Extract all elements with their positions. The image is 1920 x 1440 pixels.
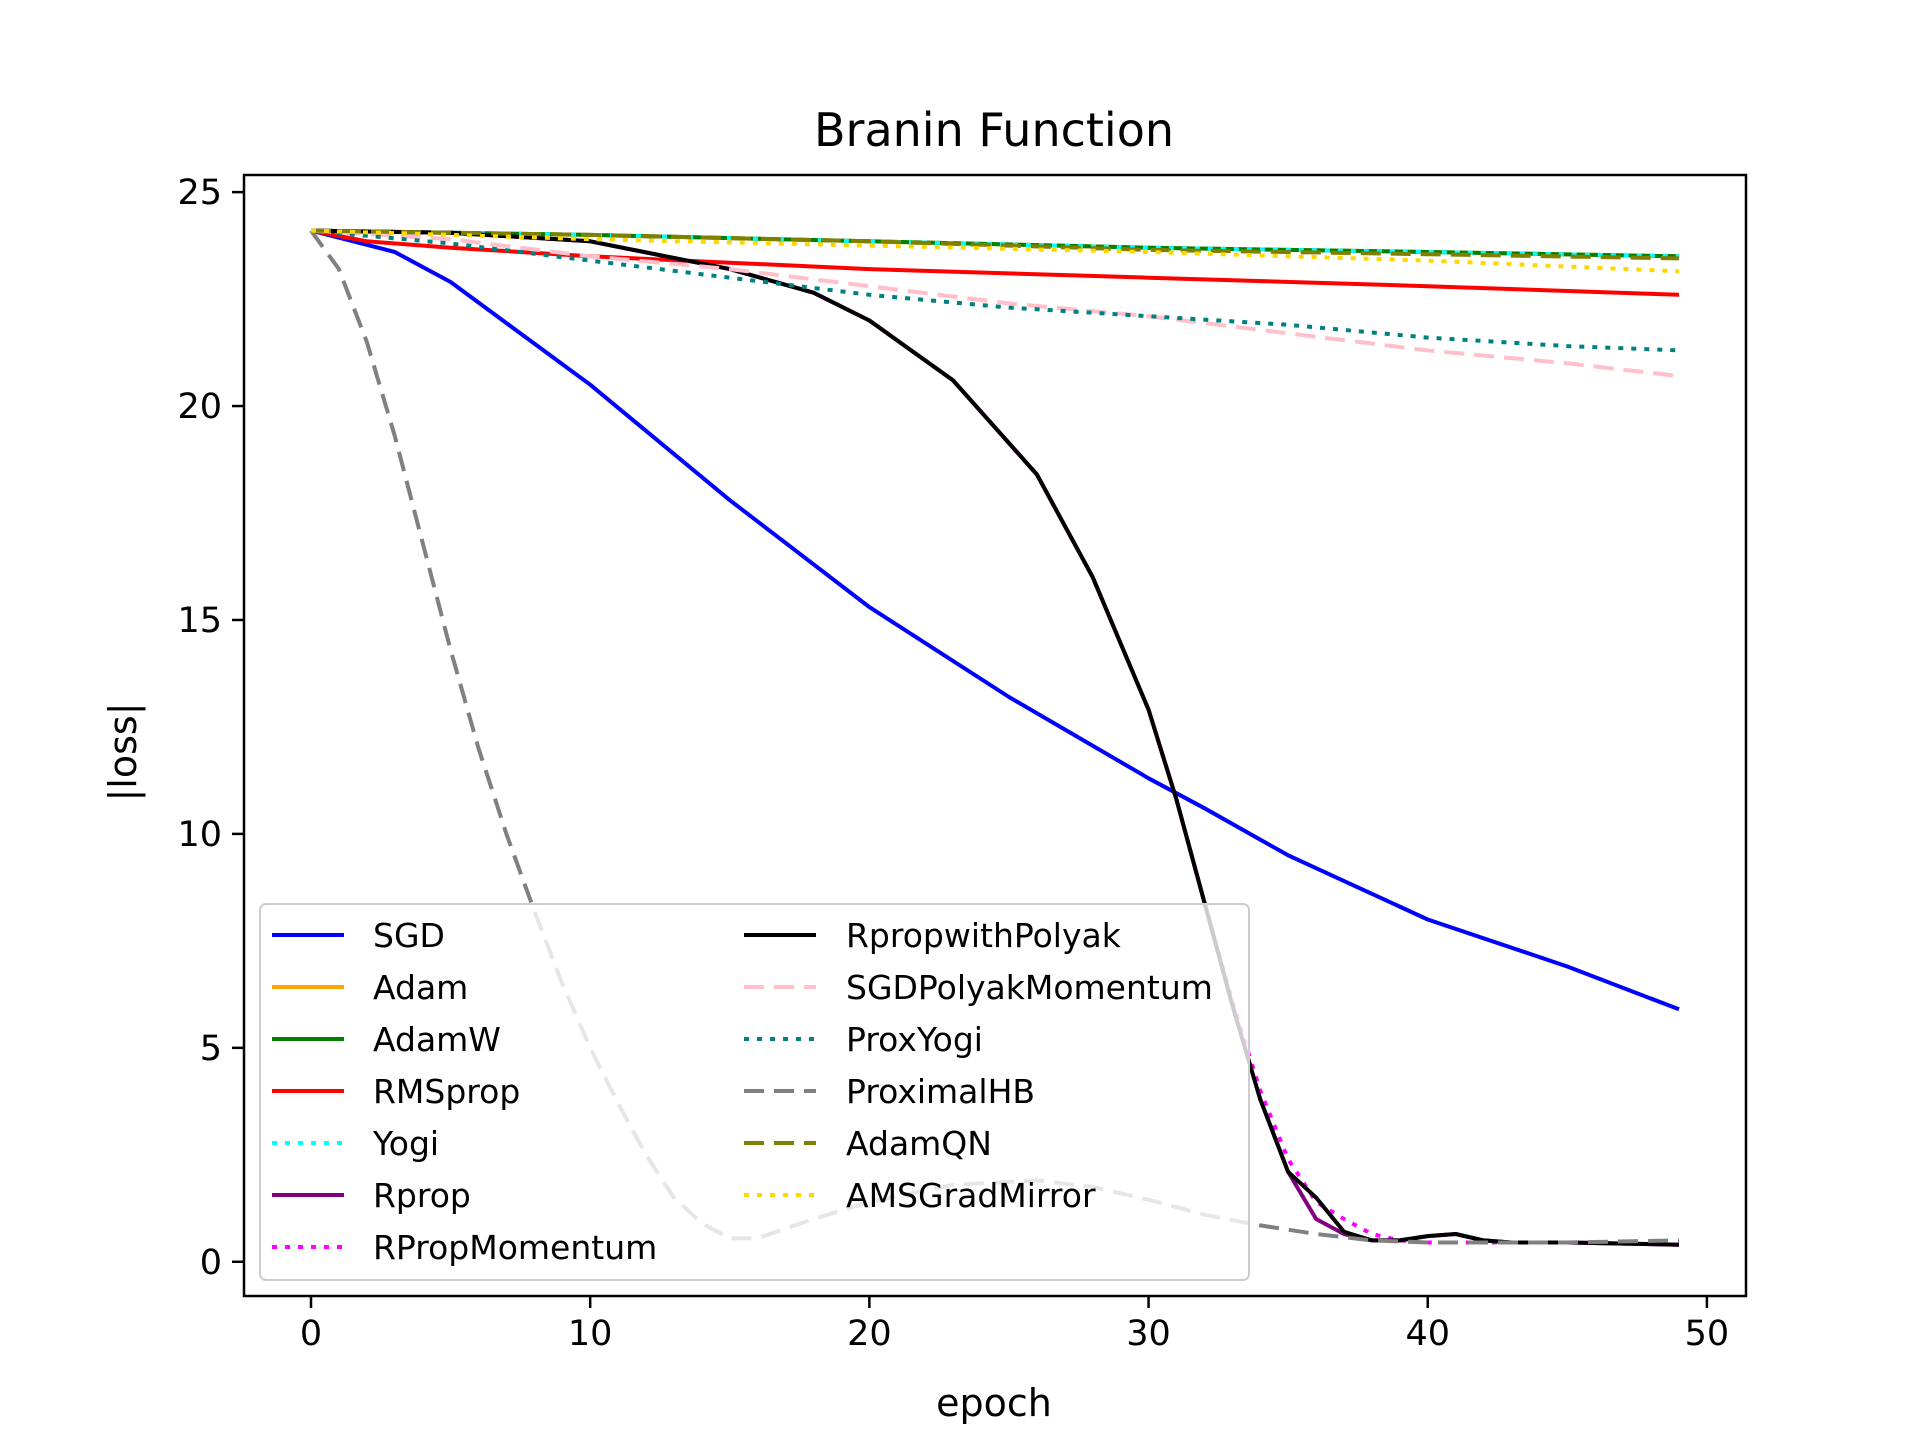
y-tick-label: 20	[177, 387, 222, 427]
series-line-yogi	[310, 228, 1680, 259]
series-line-adamqn	[310, 228, 1680, 261]
legend-label: ProximalHB	[846, 1072, 1035, 1111]
legend-label: RpropwithPolyak	[846, 916, 1122, 955]
legend-label: Rprop	[373, 1176, 471, 1215]
y-tick-label: 25	[177, 173, 222, 213]
legend-label: Adam	[373, 968, 468, 1007]
x-tick-label: 20	[847, 1314, 892, 1354]
series-line-rmsprop	[310, 228, 1680, 297]
y-tick-label: 15	[177, 601, 222, 641]
y-tick-label: 5	[200, 1029, 222, 1069]
series-line-amsgradmirror	[310, 228, 1680, 274]
x-tick-label: 0	[300, 1314, 322, 1354]
series-line-proxyogi	[310, 228, 1680, 353]
legend-label: AdamW	[373, 1020, 501, 1059]
legend-label: ProxYogi	[846, 1020, 983, 1059]
y-axis-label: |loss|	[101, 702, 146, 801]
y-axis: 0 5 10 15 20 25	[177, 173, 244, 1283]
x-axis: 0 10 20 30 40 50	[300, 1296, 1729, 1354]
x-axis-label: epoch	[936, 1381, 1052, 1425]
x-tick-label: 30	[1126, 1314, 1171, 1354]
series-line-sgdpolyakmomentum	[310, 228, 1680, 379]
legend-label: Yogi	[372, 1124, 439, 1163]
x-tick-label: 50	[1685, 1314, 1730, 1354]
y-tick-label: 0	[200, 1243, 222, 1283]
legend-label: AdamQN	[846, 1124, 992, 1163]
y-tick-label: 10	[177, 815, 222, 855]
plot-lines	[309, 228, 1680, 1247]
x-tick-label: 10	[568, 1314, 613, 1354]
chart-title: Branin Function	[814, 103, 1174, 157]
legend-label: SGDPolyakMomentum	[846, 968, 1213, 1007]
legend-label: SGD	[373, 916, 445, 955]
x-tick-label: 40	[1405, 1314, 1450, 1354]
plot-frame	[242, 173, 1748, 1298]
legend-label: RMSprop	[373, 1072, 520, 1111]
legend: SGD Adam AdamW RMSprop Yogi Rprop RPropMomentu…	[259, 903, 1250, 1281]
legend-label: AMSGradMirror	[846, 1176, 1096, 1215]
series-line-sgd	[310, 228, 1680, 1012]
legend-label: RPropMomentum	[373, 1228, 657, 1267]
